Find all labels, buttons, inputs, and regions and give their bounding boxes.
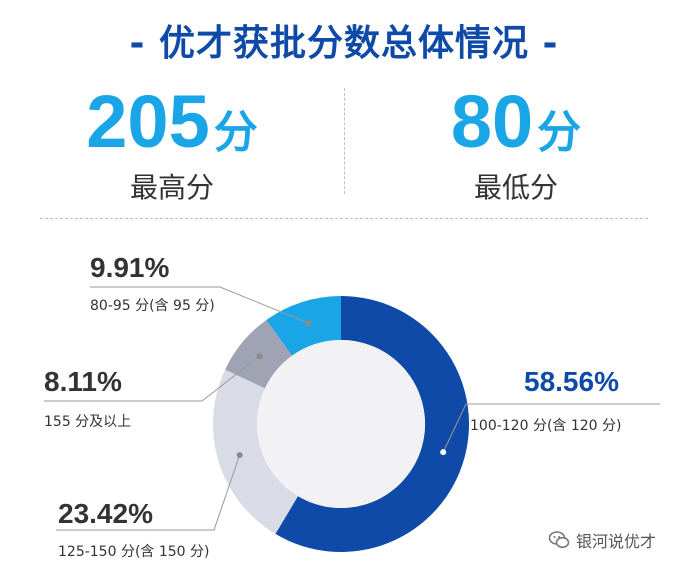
leader-line-2: [44, 355, 260, 402]
watermark-text: 银河说优才: [576, 532, 657, 551]
donut-slice-3: [266, 296, 341, 356]
leader-dot-3: [305, 320, 312, 327]
slice-label-100-120: 100-120 分(含 120 分): [470, 418, 622, 434]
leader-dot-0: [440, 449, 447, 456]
highest-score-stat: 205分 最高分: [22, 82, 322, 206]
leader-line-0: [442, 403, 660, 453]
lowest-score-value: 80: [450, 80, 534, 163]
lowest-score-label: 最低分: [473, 171, 558, 204]
slice-pct-80-95: 9.91%: [90, 252, 170, 283]
donut-center: [257, 340, 425, 508]
lowest-score-stat: 80分 最低分: [366, 82, 666, 206]
watermark: 银河说优才: [548, 528, 656, 552]
wechat-icon: [548, 531, 570, 549]
donut-slice-1: [213, 369, 298, 534]
leader-line-3: [90, 286, 309, 324]
highest-score-value: 205: [86, 80, 210, 163]
slice-pct-155-plus: 8.11%: [44, 366, 122, 397]
page-title: - 优才获批分数总体情况 -: [129, 23, 559, 64]
slice-label-125-150: 125-150 分(含 150 分): [58, 544, 210, 560]
highest-score-unit: 分: [213, 107, 258, 158]
lowest-score-unit: 分: [537, 107, 582, 158]
leader-dot-2: [256, 353, 263, 360]
horizontal-divider: [40, 218, 648, 219]
slice-pct-125-150: 23.42%: [58, 498, 153, 529]
slice-label-155-plus: 155 分及以上: [44, 414, 132, 430]
leader-line-1: [56, 454, 241, 531]
slice-pct-100-120: 58.56%: [524, 366, 619, 397]
leader-dot-1: [236, 452, 243, 459]
slice-label-80-95: 80-95 分(含 95 分): [90, 298, 215, 314]
highest-score-label: 最高分: [129, 171, 214, 204]
donut-slice-0: [275, 296, 469, 552]
vertical-divider: [344, 88, 345, 194]
